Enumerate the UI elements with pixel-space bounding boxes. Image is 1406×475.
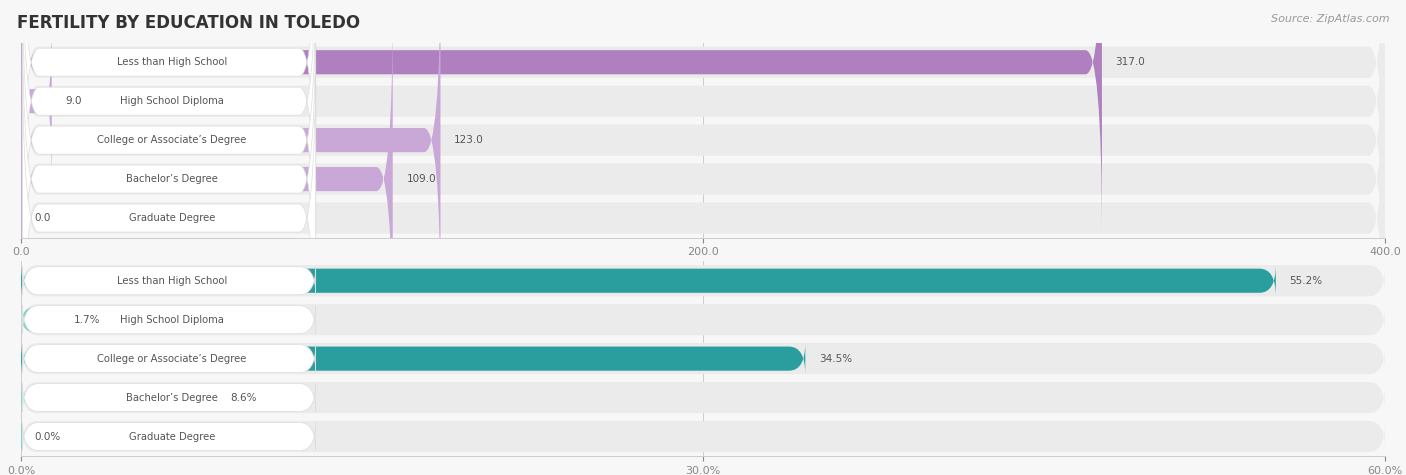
FancyBboxPatch shape xyxy=(21,308,59,332)
Text: 55.2%: 55.2% xyxy=(1289,276,1323,286)
Text: 123.0: 123.0 xyxy=(454,135,484,145)
FancyBboxPatch shape xyxy=(21,47,1385,390)
FancyBboxPatch shape xyxy=(21,382,1385,413)
FancyBboxPatch shape xyxy=(21,343,1385,374)
Text: 9.0: 9.0 xyxy=(66,96,82,106)
FancyBboxPatch shape xyxy=(21,342,806,375)
Text: Source: ZipAtlas.com: Source: ZipAtlas.com xyxy=(1271,14,1389,24)
Text: High School Diploma: High School Diploma xyxy=(120,314,224,325)
Text: 1.7%: 1.7% xyxy=(73,314,100,325)
Text: 317.0: 317.0 xyxy=(1115,57,1146,67)
Text: 8.6%: 8.6% xyxy=(231,392,257,403)
FancyBboxPatch shape xyxy=(22,6,316,352)
FancyBboxPatch shape xyxy=(21,0,1102,237)
Text: 34.5%: 34.5% xyxy=(818,353,852,364)
FancyBboxPatch shape xyxy=(21,0,1385,273)
FancyBboxPatch shape xyxy=(21,0,1385,234)
Text: Less than High School: Less than High School xyxy=(117,276,226,286)
FancyBboxPatch shape xyxy=(22,344,316,373)
FancyBboxPatch shape xyxy=(21,0,440,315)
FancyBboxPatch shape xyxy=(21,381,217,414)
FancyBboxPatch shape xyxy=(22,45,316,391)
FancyBboxPatch shape xyxy=(22,0,316,313)
FancyBboxPatch shape xyxy=(21,8,1385,351)
Text: College or Associate’s Degree: College or Associate’s Degree xyxy=(97,353,246,364)
Text: Graduate Degree: Graduate Degree xyxy=(128,431,215,442)
Text: Bachelor’s Degree: Bachelor’s Degree xyxy=(127,392,218,403)
Text: College or Associate’s Degree: College or Associate’s Degree xyxy=(97,135,246,145)
FancyBboxPatch shape xyxy=(22,0,316,274)
Text: 0.0%: 0.0% xyxy=(35,431,60,442)
Text: FERTILITY BY EDUCATION IN TOLEDO: FERTILITY BY EDUCATION IN TOLEDO xyxy=(17,14,360,32)
FancyBboxPatch shape xyxy=(22,266,316,295)
Text: Less than High School: Less than High School xyxy=(117,57,226,67)
FancyBboxPatch shape xyxy=(21,304,1385,335)
FancyBboxPatch shape xyxy=(21,265,1275,297)
FancyBboxPatch shape xyxy=(22,383,316,412)
Text: Graduate Degree: Graduate Degree xyxy=(128,213,215,223)
FancyBboxPatch shape xyxy=(21,421,1385,452)
FancyBboxPatch shape xyxy=(21,0,1385,312)
FancyBboxPatch shape xyxy=(22,0,316,235)
FancyBboxPatch shape xyxy=(21,265,1385,296)
FancyBboxPatch shape xyxy=(22,422,316,451)
FancyBboxPatch shape xyxy=(21,8,52,194)
Text: 0.0: 0.0 xyxy=(35,213,51,223)
FancyBboxPatch shape xyxy=(22,305,316,334)
Text: High School Diploma: High School Diploma xyxy=(120,96,224,106)
FancyBboxPatch shape xyxy=(21,4,392,354)
Text: 109.0: 109.0 xyxy=(406,174,436,184)
Text: Bachelor’s Degree: Bachelor’s Degree xyxy=(127,174,218,184)
